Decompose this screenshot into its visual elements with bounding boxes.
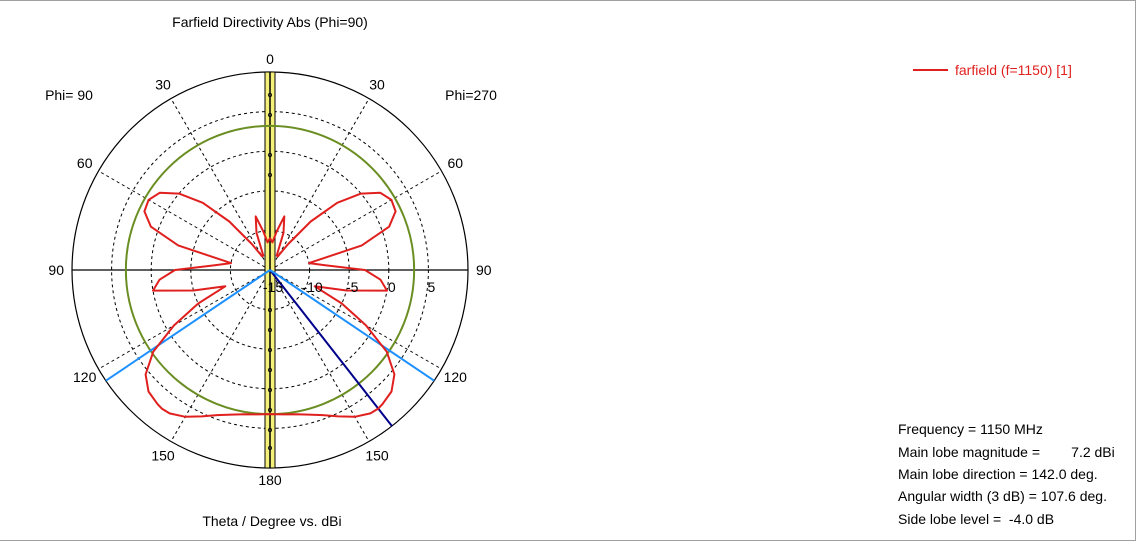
info-side-lobe-level: Side lobe level = -4.0 dB (898, 511, 1054, 527)
angle-tick-label-8: 60 (77, 155, 93, 171)
boresight-dot-2 (267, 152, 272, 157)
x-axis-label: Theta / Degree vs. dBi (202, 513, 341, 529)
angle-tick-label-10: 120 (73, 369, 97, 385)
info-frequency: Frequency = 1150 MHz (898, 421, 1043, 437)
info-angular-width-label: Angular width (3 dB) (898, 488, 1025, 504)
grid-spoke-300 (98, 170, 271, 271)
info-main-lobe-magnitude-label: Main lobe magnitude (898, 444, 1028, 460)
marker-lines (105, 269, 435, 427)
info-angular-width-value: = 107.6 deg. (1028, 488, 1107, 504)
info-main-lobe-direction-value: = 142.0 deg. (1019, 466, 1098, 482)
grid-spoke-30 (269, 98, 370, 271)
angle-tick-label-7: 30 (155, 77, 171, 93)
main-lobe-line-0 (269, 269, 393, 427)
angle-tick-label-0: 0 (266, 51, 274, 67)
info-main-lobe-direction: Main lobe direction = 142.0 deg. (898, 466, 1098, 482)
angle-tick-label-4: 120 (444, 369, 468, 385)
grid-spoke-150 (269, 269, 370, 442)
radial-tick-label-2: -5 (346, 279, 359, 295)
boresight-dot-9 (267, 407, 272, 412)
radial-tick-label-1: -10 (302, 279, 322, 295)
info-main-lobe-magnitude-value: = 7.2 dBi (1031, 444, 1115, 460)
right-phi-label: Phi=270 (445, 87, 497, 103)
boresight-dot-8 (267, 387, 272, 392)
chart-title: Farfield Directivity Abs (Phi=90) (172, 14, 368, 30)
info-frequency-value: = 1150 MHz (968, 421, 1043, 437)
boresight-dot-11 (267, 445, 272, 450)
boresight-dot-4 (267, 307, 272, 312)
series-line-0 (143, 191, 397, 418)
info-frequency-label: Frequency (898, 421, 965, 437)
angle-tick-label-9: 90 (48, 262, 64, 278)
beamwidth-3db-line-2 (105, 269, 271, 382)
beamwidth-3db-line-1 (269, 269, 435, 382)
grid-spoke-240 (98, 269, 271, 370)
series-layer (143, 191, 397, 418)
boresight-dot-0 (267, 93, 272, 98)
radial-tick-label-4: 5 (428, 279, 436, 295)
info-angular-width: Angular width (3 dB) = 107.6 deg. (898, 488, 1107, 504)
boresight-dot-1 (267, 113, 272, 118)
angle-tick-label-1: 30 (369, 77, 385, 93)
info-main-lobe-magnitude: Main lobe magnitude = 7.2 dBi (898, 444, 1115, 460)
angle-tick-label-5: 150 (365, 447, 389, 463)
angle-tick-label-11: 150 (151, 447, 175, 463)
boresight-dot-10 (267, 427, 272, 432)
info-side-lobe-level-value: = -4.0 dB (992, 511, 1055, 527)
angle-tick-label-2: 60 (448, 155, 464, 171)
legend-label: farfield (f=1150) [1] (955, 62, 1072, 78)
boresight-dot-3 (267, 172, 272, 177)
info-main-lobe-direction-label: Main lobe direction (898, 466, 1016, 482)
boresight-dot-6 (267, 347, 272, 352)
radial-tick-label-0: -15 (263, 279, 283, 295)
legend: farfield (f=1150) [1] (913, 62, 1072, 78)
grid-spoke-210 (170, 269, 271, 442)
tick-labels: 0 30 60 90 120 150 180 30 60 90 120 150 -15 -10 -5 0 5 (48, 51, 491, 488)
grid-spoke-330 (170, 98, 271, 271)
left-phi-label: Phi= 90 (45, 87, 93, 103)
angle-tick-label-3: 90 (476, 262, 492, 278)
grid-spoke-60 (269, 170, 442, 271)
boresight-dot-5 (267, 327, 272, 332)
radial-tick-label-3: 0 (388, 279, 396, 295)
boresight-dot-7 (267, 367, 272, 372)
grid-spoke-120 (269, 269, 442, 370)
angle-tick-label-6: 180 (258, 472, 282, 488)
info-side-lobe-level-label: Side lobe level (898, 511, 990, 527)
